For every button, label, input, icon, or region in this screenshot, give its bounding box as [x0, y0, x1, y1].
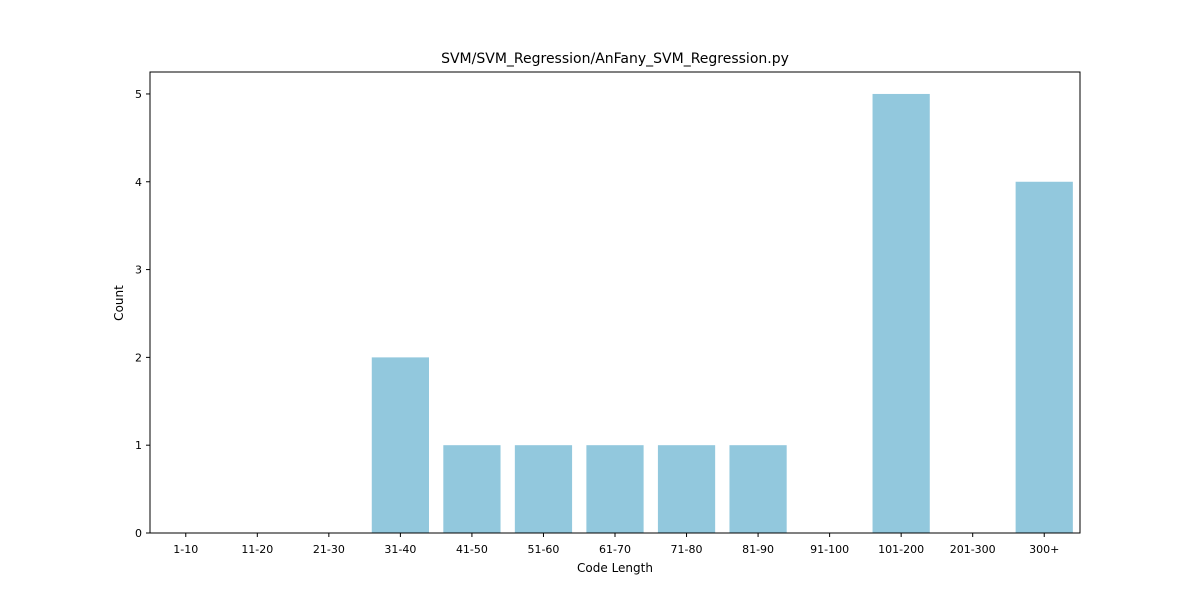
x-tick-label: 21-30 [313, 543, 345, 556]
y-tick-label: 3 [135, 264, 142, 277]
y-tick-label: 4 [135, 176, 142, 189]
y-axis: 0 1 2 3 4 5 [135, 88, 150, 540]
bars-group [371, 93, 1073, 533]
x-tick-label: 71-80 [671, 543, 703, 556]
x-axis-label: Code Length [577, 561, 653, 575]
x-tick-label: 81-90 [742, 543, 774, 556]
x-axis: 1-10 11-20 21-30 31-40 41-50 51-60 61-70 71-80 8… [173, 533, 1059, 556]
y-tick-label: 2 [135, 351, 142, 364]
x-tick-label: 101-200 [878, 543, 924, 556]
y-tick-label: 1 [135, 439, 142, 452]
bar-51-60 [514, 445, 573, 533]
y-tick-label: 0 [135, 527, 142, 540]
x-tick-label: 41-50 [456, 543, 488, 556]
x-tick-label: 11-20 [241, 543, 273, 556]
x-tick-label: 61-70 [599, 543, 631, 556]
x-tick-label: 1-10 [173, 543, 198, 556]
bar-300+ [1015, 181, 1073, 533]
plot-frame [149, 71, 1081, 534]
bar-61-70 [586, 445, 644, 533]
x-tick-label: 201-300 [950, 543, 996, 556]
bar-31-40 [371, 357, 429, 533]
chart-title: SVM/SVM_Regression/AnFany_SVM_Regression… [441, 51, 789, 67]
y-tick-label: 5 [135, 88, 142, 101]
bar-101-200 [872, 93, 930, 533]
x-tick-label: 91-100 [810, 543, 849, 556]
x-tick-label: 51-60 [527, 543, 559, 556]
x-tick-label: 300+ [1029, 543, 1059, 556]
y-axis-label: Count [112, 285, 126, 321]
bar-41-50 [443, 445, 501, 533]
bar-81-90 [729, 445, 787, 533]
x-tick-label: 31-40 [384, 543, 416, 556]
bar-71-80 [657, 445, 716, 533]
